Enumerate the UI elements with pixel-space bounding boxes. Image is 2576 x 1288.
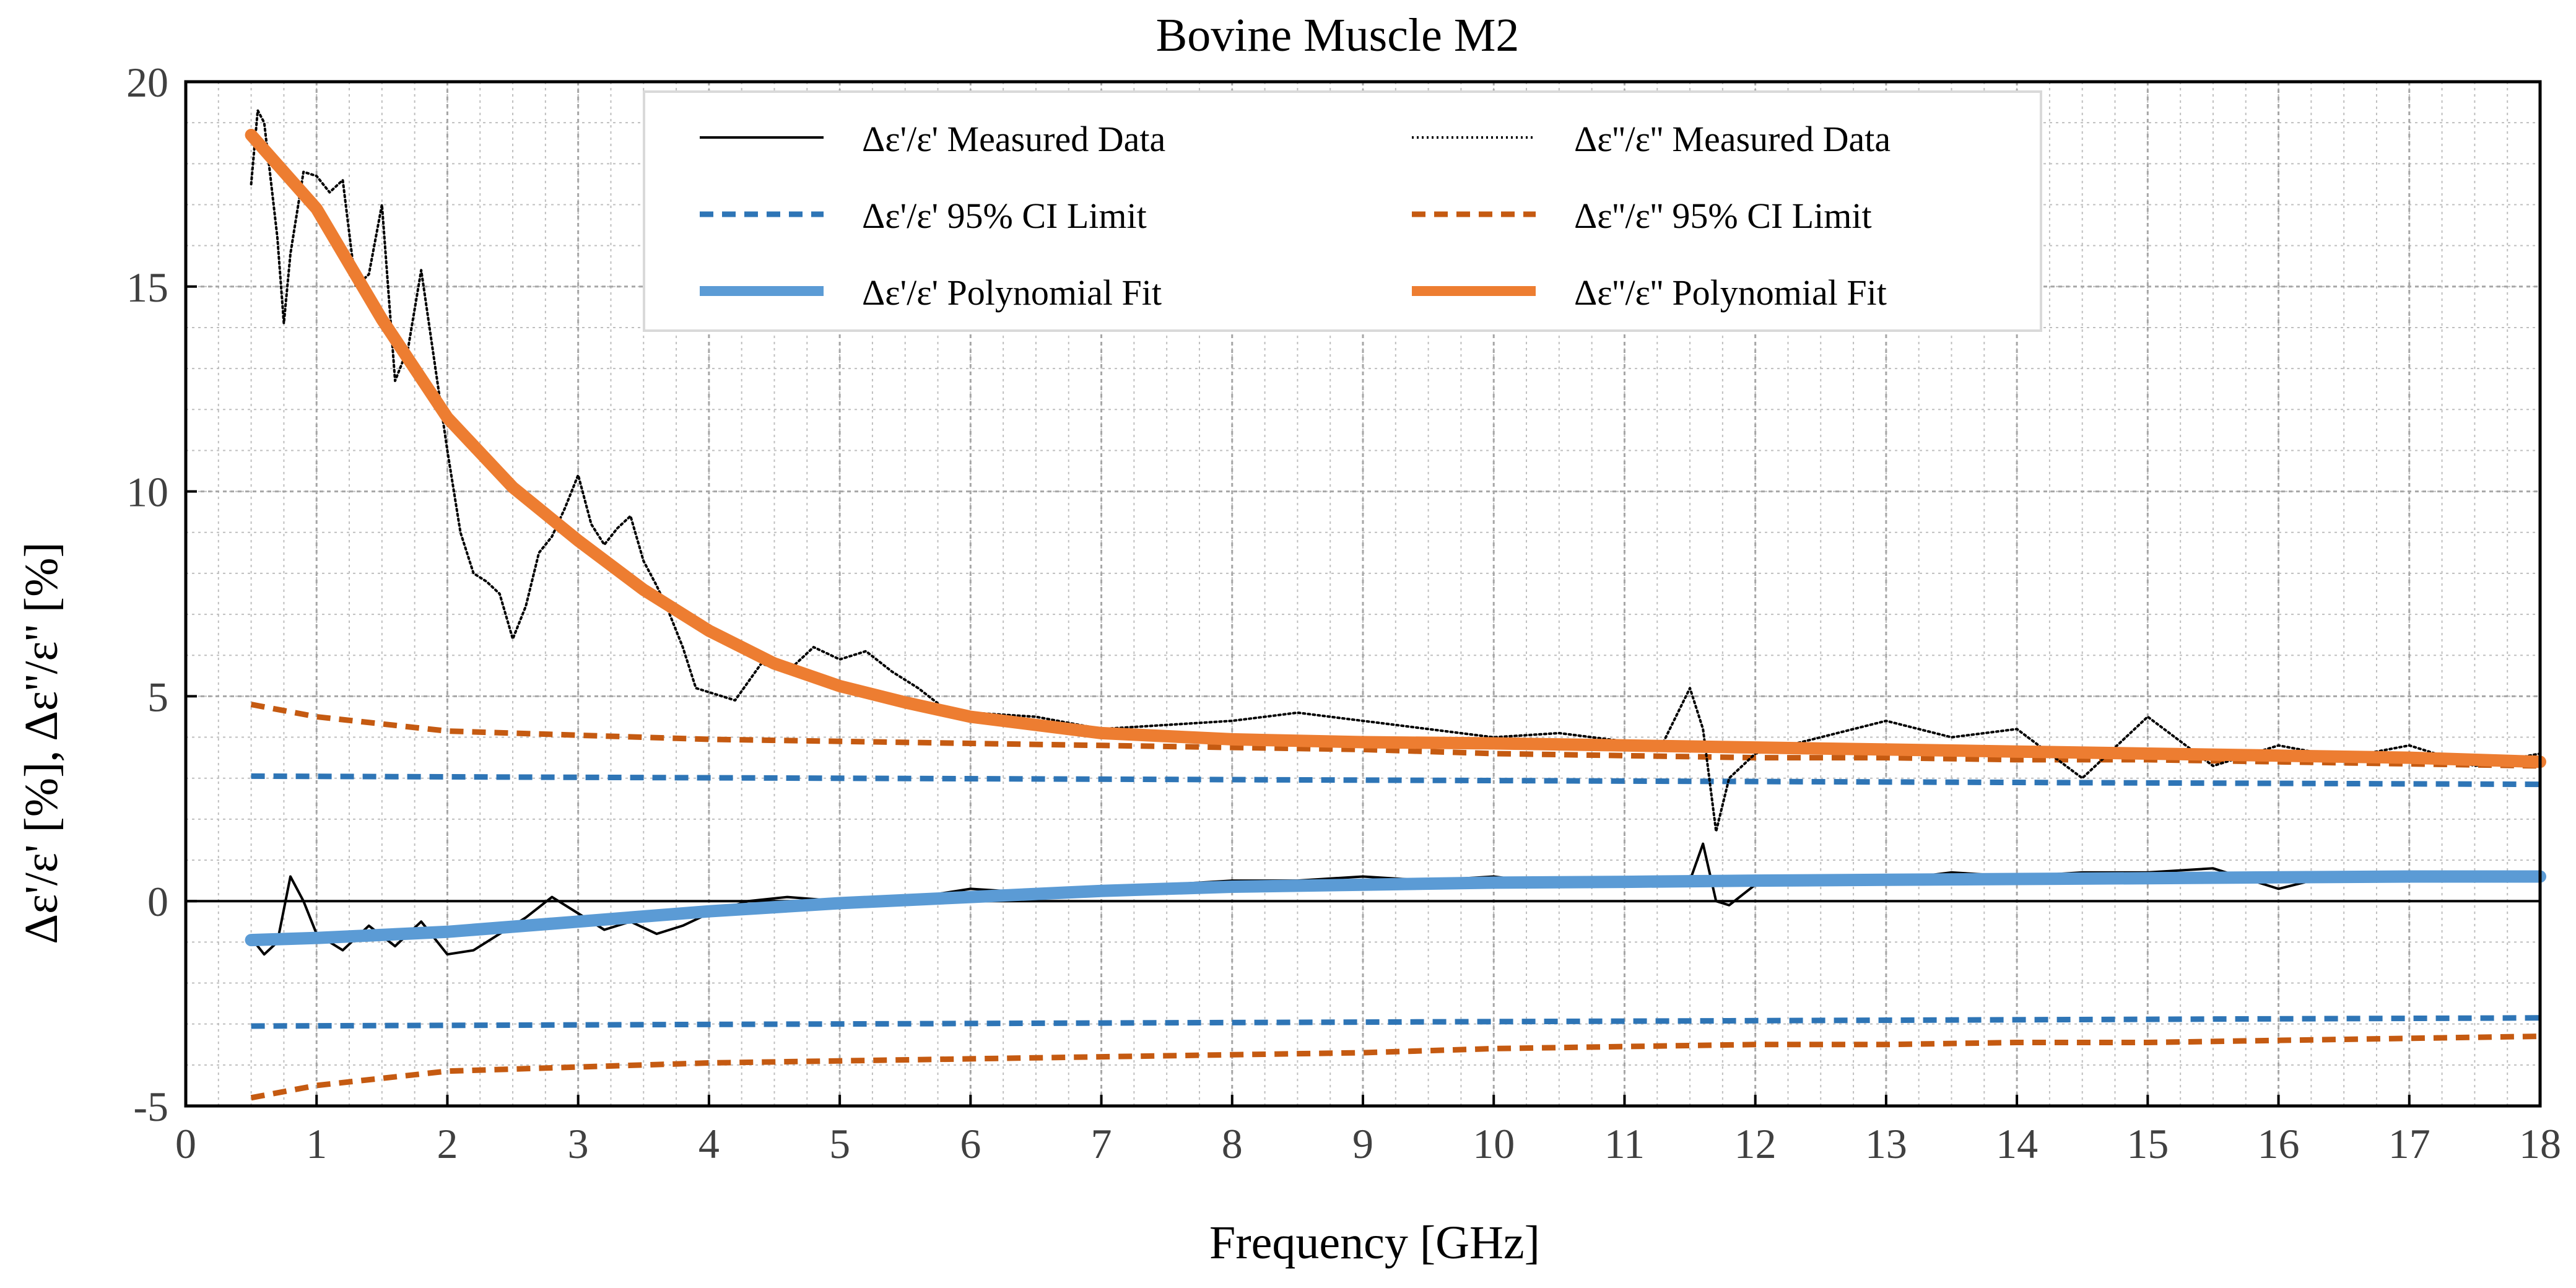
series-imag-95-ci-limit-lower [250,1033,2541,1101]
x-tick-label: 0 [175,1120,196,1167]
x-tick-label: 6 [960,1120,981,1167]
y-tick-label: 20 [126,59,168,106]
x-tick-label: 17 [2388,1120,2430,1167]
x-tick-label: 3 [568,1120,589,1167]
series-imag-polynomial-fit [245,129,2546,768]
y-tick-label: 5 [147,673,168,720]
x-tick-label: 5 [829,1120,850,1167]
x-tick-label: 15 [2126,1120,2169,1167]
legend-label-real-polynomial-fit: Δε'/ε' Polynomial Fit [862,272,1162,313]
legend: Δε'/ε' Measured Data Δε''/ε'' Measured Da… [643,90,2042,332]
legend-label-real-95-ci-limit: Δε'/ε' 95% CI Limit [862,196,1147,236]
x-tick-label: 11 [1604,1120,1645,1167]
x-tick-label: 10 [1473,1120,1515,1167]
y-tick-label: 15 [126,264,168,311]
legend-label-real-measured-data: Δε'/ε' Measured Data [862,119,1165,159]
y-tick-label: -5 [133,1083,168,1130]
series-imag-measured-data [250,109,2541,833]
x-tick-label: 4 [698,1120,720,1167]
legend-label-imag-measured-data: Δε''/ε'' Measured Data [1574,119,1891,159]
series-real-95-ci-limit-lower [251,1015,2541,1029]
x-tick-label: 2 [437,1120,458,1167]
y-tick-label: 0 [147,878,168,925]
legend-label-imag-polynomial-fit: Δε''/ε'' Polynomial Fit [1574,272,1887,313]
chart-title: Bovine Muscle M2 [1156,9,1520,61]
x-tick-label: 13 [1865,1120,1907,1167]
plot-area [186,109,2546,1101]
x-tick-label: 14 [1996,1120,2038,1167]
y-axis-ticks: -5 0 5 10 15 20 [126,59,197,1130]
legend-label-imag-95-ci-limit: Δε''/ε'' 95% CI Limit [1574,196,1872,236]
x-tick-label: 12 [1734,1120,1777,1167]
y-axis-label: Δε'/ε' [%], Δε''/ε'' [%] [15,542,67,944]
legend-box [643,90,2042,332]
x-tick-label: 8 [1222,1120,1243,1167]
x-axis-ticks: 0 1 2 3 4 5 6 7 8 9 10 11 12 13 14 15 16 17 18 [175,1095,2561,1167]
y-tick-label: 10 [126,469,168,516]
x-tick-label: 9 [1352,1120,1373,1167]
x-tick-label: 7 [1091,1120,1112,1167]
x-tick-label: 1 [306,1120,327,1167]
x-axis-label: Frequency [GHz] [1209,1217,1540,1269]
x-tick-label: 16 [2258,1120,2300,1167]
x-tick-label: 18 [2519,1120,2561,1167]
series-real-polynomial-fit [245,870,2546,947]
series-real-95-ci-limit-upper [251,773,2541,788]
